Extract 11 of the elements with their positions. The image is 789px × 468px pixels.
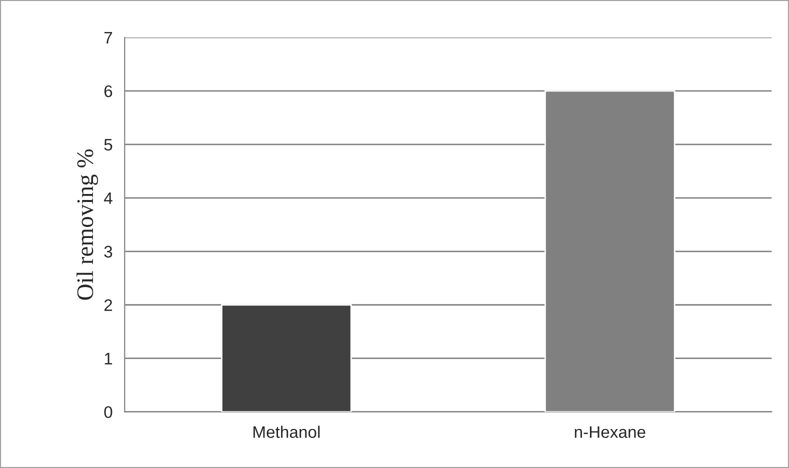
x-tick-label: n-Hexane <box>574 426 646 438</box>
y-tick-label: 1 <box>104 352 112 364</box>
y-tick-label: 4 <box>104 192 112 204</box>
x-tick-label: Methanol <box>253 426 320 438</box>
y-tick-label: 6 <box>104 85 112 98</box>
y-tick-label: 5 <box>104 138 112 151</box>
y-axis-title: Oil removing % <box>76 149 98 300</box>
y-tick-label: 0 <box>104 406 112 418</box>
y-tick-label: 3 <box>104 246 112 258</box>
y-tick-label: 2 <box>104 299 112 311</box>
y-tick-label: 7 <box>104 32 112 44</box>
